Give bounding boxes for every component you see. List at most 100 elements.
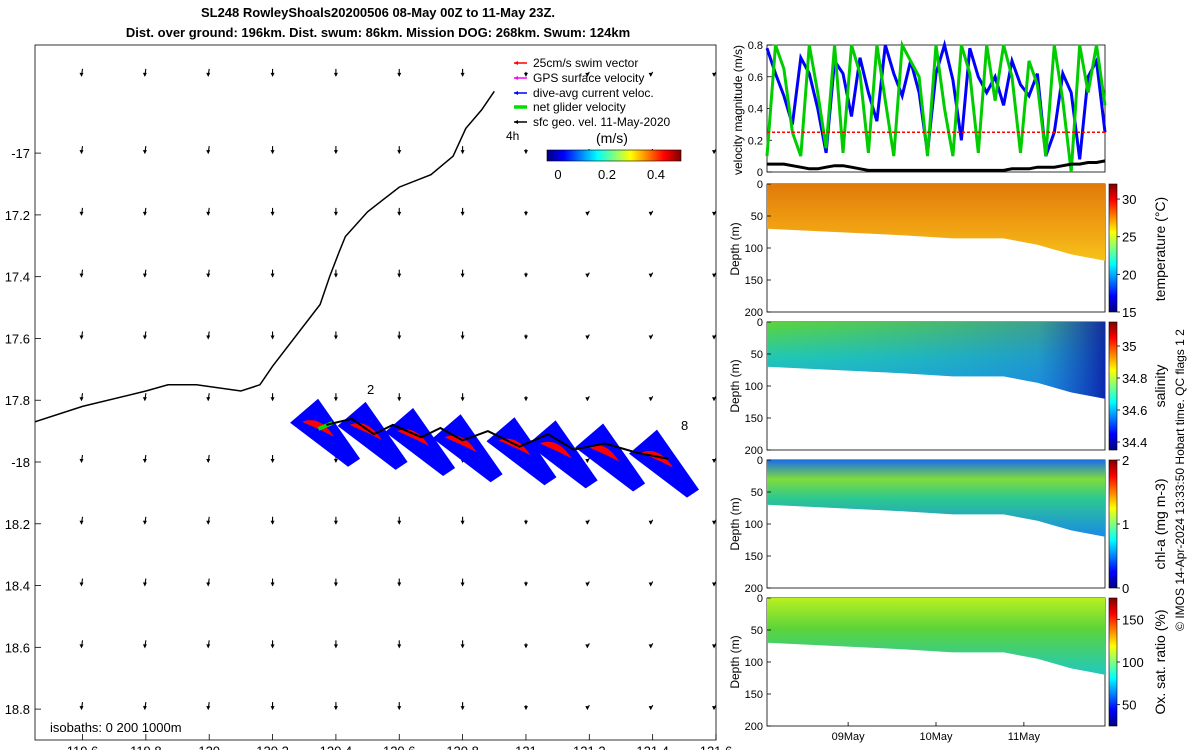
swim-vector-cluster [302,420,335,437]
section-data-field [767,460,1105,537]
section-y-tick-label: 200 [745,721,763,733]
legend-item-dive-avg: dive-avg current veloc. [514,86,654,100]
legend-label-net-glider: net glider velocity [533,100,626,114]
surface-velocity-arrowhead [333,582,338,587]
surface-velocity-arrowhead [585,273,590,278]
surface-velocity-arrowhead [712,582,716,587]
surface-velocity-arrowhead [79,397,84,402]
section-y-tick-label: 0 [757,317,763,329]
surface-velocity-arrowhead [333,706,338,711]
section-y-tick-label: 100 [745,381,763,393]
surface-velocity-arrowhead [648,211,653,216]
surface-velocity-arrowhead [712,72,716,77]
surface-velocity-arrowhead [397,273,402,278]
surface-velocity-arrowhead [585,397,590,402]
section-colorbar-tick-label: 34.6 [1122,403,1147,418]
isobaths-label: isobaths: 0 200 1000m [50,720,182,735]
swim-vector-cluster [349,423,382,440]
surface-velocity-arrowhead [270,582,275,587]
surface-velocity-arrowhead [333,211,338,216]
surface-velocity-arrowhead [460,706,465,711]
surface-velocity-arrowhead [712,150,716,155]
surface-velocity-arrowhead [79,335,84,340]
map-y-tick-label: 18.2 [5,517,30,532]
section-colorbar-tick-label: 0 [1122,581,1129,596]
surface-velocity-arrowhead [648,644,653,649]
surface-velocity-arrowhead [206,211,211,216]
surface-velocity-arrowhead [270,706,275,711]
credit-text: © IMOS 14-Apr-2024 13:33:50 Hobart time.… [1173,329,1187,631]
section-colorbar-tick-label: 30 [1122,192,1136,207]
map-x-tick-label: 120.4 [320,744,353,750]
surface-velocity-arrowhead [397,644,402,649]
section-colorbar-tick-label: 34.4 [1122,435,1147,450]
section-colorbar [1108,459,1118,589]
map-frame [34,44,717,741]
surface-velocity-arrowhead [142,644,147,649]
surface-velocity-arrowhead [142,211,147,216]
chla-clabel: chl-a (mg m-3) [1152,478,1168,569]
section-deep-water-field [767,322,1105,399]
surface-velocity-arrowhead [142,520,147,525]
section-colorbar-tick-label: 35 [1122,339,1136,354]
velocity-y-tick-label: 0.4 [748,104,763,116]
section-colorbar-tick-label: 34.8 [1122,371,1147,386]
surface-velocity-arrow-field [79,68,716,711]
surface-velocity-arrowhead [397,582,402,587]
dive-avg-current-swath [385,408,456,477]
map-y-tick-label: 17.6 [5,331,30,346]
section-y-tick-label: 50 [751,349,763,361]
surface-velocity-arrowhead [712,459,716,463]
legend-item-net-glider: net glider velocity [514,100,626,114]
surface-velocity-arrowhead [585,72,590,77]
surface-velocity-arrowhead [333,335,338,340]
surface-velocity-arrowhead [206,150,211,155]
surface-velocity-arrowhead [523,520,528,525]
surface-velocity-arrowhead [206,72,211,77]
section-y-tick-label: 0 [757,455,763,467]
surface-velocity-arrowhead [648,273,653,278]
surface-velocity-arrowhead [142,72,147,77]
section-panels: 050100150200302520150501001502003534.834… [745,179,1148,743]
section-y-tick-label: 0 [757,593,763,605]
surface-velocity-arrowhead [523,211,528,216]
velocity-series-line [767,159,1106,172]
velocity-ylabel: velocity magnitude (m/s) [731,45,745,175]
section-colorbar-tick-label: 15 [1122,305,1136,320]
section-panel: 0 50 100 150 200 30 25 20 15 [745,179,1137,320]
surface-velocity-arrowhead [523,582,528,587]
day-label-start: 2 [367,382,374,397]
legend-label-sfc-geo: sfc geo. vel. 11-May-2020 [533,115,671,129]
map-x-tick-label: 121.6 [700,744,733,750]
map-x-tick-label: 120 [198,744,220,750]
surface-velocity-arrowhead [270,72,275,77]
section-y-tick-label: 150 [745,275,763,287]
surface-velocity-arrowhead [333,397,338,402]
surface-velocity-arrowhead [206,273,211,278]
surface-velocity-arrowhead [523,644,528,649]
map-y-tick-label: 18.8 [5,702,30,717]
surface-velocity-arrowhead [397,335,402,340]
surface-velocity-arrowhead [79,459,84,463]
surface-velocity-arrowhead [397,72,402,77]
section-x-tick-label: 10May [919,731,953,743]
dive-avg-current-swath [628,429,699,498]
surface-velocity-arrowhead [523,150,528,155]
section-y-tick-label: 150 [745,413,763,425]
surface-velocity-arrowhead [333,644,338,649]
velocity-y-tick-label: 0 [757,167,763,179]
surface-velocity-arrowhead [206,706,211,711]
section-colorbar-tick-label: 50 [1122,698,1136,713]
velocity-y-tick-label: 0.8 [748,40,763,52]
surface-velocity-arrowhead [142,335,147,340]
surface-velocity-arrowhead [523,397,528,402]
surface-velocity-arrowhead [397,397,402,402]
surface-velocity-arrowhead [712,273,716,278]
section-panel: 0 50 100 150 200 2 1 0 [745,453,1130,596]
swim-vector-cluster [498,438,531,456]
section-y-tick-label: 100 [745,657,763,669]
section-y-tick-label: 0 [757,179,763,191]
surface-velocity-arrowhead [585,211,590,216]
map-axes: 119.6 119.8 120 120.2 120.4 120.6 120.8 121 121.… [5,146,733,750]
